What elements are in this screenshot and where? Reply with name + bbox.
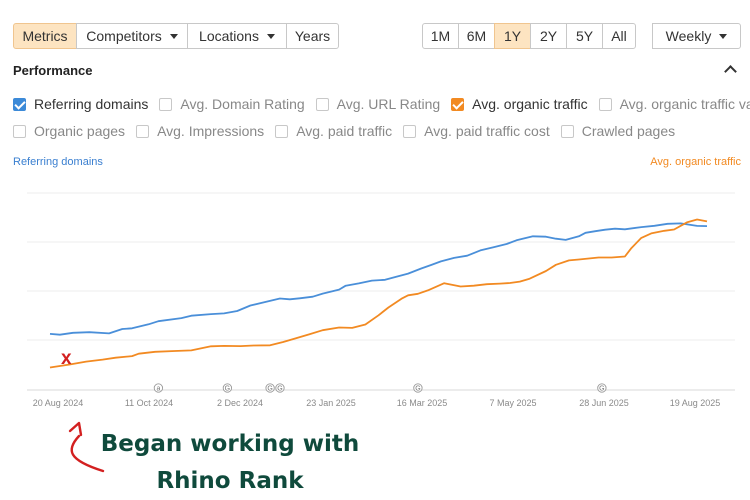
left-axis-label: Referring domains bbox=[13, 156, 103, 168]
series-layer bbox=[49, 218, 708, 369]
annotation-arrow bbox=[70, 434, 105, 473]
tab-competitors[interactable]: Competitors bbox=[76, 23, 188, 49]
event-marker-label: G bbox=[225, 386, 230, 393]
checkbox-crawled-pages[interactable]: Crawled pages bbox=[560, 123, 675, 139]
series-line-avg-organic-traffic bbox=[49, 218, 708, 369]
tab-locations[interactable]: Locations bbox=[187, 23, 287, 49]
range-1y-button[interactable]: 1Y bbox=[494, 23, 531, 49]
tab-years[interactable]: Years bbox=[286, 23, 339, 49]
checkbox-avg-url-rating[interactable]: Avg. URL Rating bbox=[315, 96, 440, 112]
event-marker-label: G bbox=[415, 386, 420, 393]
gridlines bbox=[27, 192, 735, 391]
x-axis-ticks: 20 Aug 2024 11 Oct 2024 2 Dec 2024 23 Jan 2… bbox=[33, 398, 721, 408]
checkbox-box bbox=[315, 97, 329, 111]
checkbox-box bbox=[451, 97, 465, 111]
annotation-arrowhead bbox=[68, 421, 83, 437]
annotation-caption-line1: Began working with bbox=[100, 431, 360, 457]
event-marker-label: G bbox=[267, 386, 272, 393]
event-marker-label: G bbox=[599, 386, 604, 393]
checkbox-box bbox=[136, 124, 150, 138]
metric-checkbox-row-2: Organic pages Avg. Impressions Avg. paid… bbox=[13, 123, 686, 139]
checkbox-organic-pages[interactable]: Organic pages bbox=[13, 123, 125, 139]
checkbox-box bbox=[598, 97, 612, 111]
tab-metrics[interactable]: Metrics bbox=[13, 23, 77, 49]
section-title: Performance bbox=[13, 63, 93, 78]
x-tick-label: 19 Aug 2025 bbox=[670, 398, 721, 408]
x-tick-label: 11 Oct 2024 bbox=[125, 398, 173, 408]
checkbox-box bbox=[275, 124, 289, 138]
checkbox-avg-impressions[interactable]: Avg. Impressions bbox=[136, 123, 264, 139]
checkbox-avg-organic-traffic[interactable]: Avg. organic traffic bbox=[451, 96, 588, 112]
chevron-down-icon bbox=[266, 33, 275, 39]
checkbox-avg-domain-rating[interactable]: Avg. Domain Rating bbox=[159, 96, 305, 112]
range-all-button[interactable]: All bbox=[602, 23, 636, 49]
range-6m-button[interactable]: 6M bbox=[458, 23, 495, 49]
event-marker bbox=[153, 383, 164, 393]
checkbox-box bbox=[403, 124, 417, 138]
range-2y-button[interactable]: 2Y bbox=[530, 23, 567, 49]
checkbox-box bbox=[13, 124, 26, 138]
event-marker bbox=[265, 383, 275, 393]
series-line-referring-domains bbox=[49, 222, 708, 336]
right-axis-label: Avg. organic traffic bbox=[650, 156, 741, 168]
checkbox-referring-domains[interactable]: Referring domains bbox=[13, 96, 148, 112]
range-1m-button[interactable]: 1M bbox=[422, 23, 459, 49]
checkbox-box bbox=[560, 124, 574, 138]
checkbox-avg-paid-traffic[interactable]: Avg. paid traffic bbox=[275, 123, 392, 139]
x-tick-label: 7 May 2025 bbox=[489, 398, 536, 408]
event-marker bbox=[275, 383, 285, 393]
date-range-group: 1M 6M 1Y 2Y 5Y All bbox=[422, 23, 636, 49]
chart-toolbar: Metrics Competitors Locations Years 1M 6… bbox=[13, 23, 742, 49]
checkbox-avg-organic-traffic-value[interactable]: Avg. organic traffic value bbox=[598, 96, 750, 112]
event-marker bbox=[413, 383, 423, 393]
event-marker bbox=[222, 383, 233, 393]
event-marker-label: G bbox=[277, 386, 282, 393]
metrics-tab-group: Metrics Competitors Locations Years bbox=[13, 23, 339, 49]
x-tick-label: 23 Jan 2025 bbox=[306, 398, 356, 408]
x-tick-label: 16 Mar 2025 bbox=[397, 398, 448, 408]
chevron-down-icon bbox=[169, 33, 178, 39]
chevron-down-icon bbox=[719, 33, 728, 39]
metric-checkbox-row-1: Referring domains Avg. Domain Rating Avg… bbox=[13, 96, 750, 112]
x-tick-label: 2 Dec 2024 bbox=[217, 398, 263, 408]
interval-dropdown[interactable]: Weekly bbox=[652, 23, 741, 49]
event-marker-label: a bbox=[156, 386, 160, 393]
x-tick-label: 28 Jun 2025 bbox=[579, 398, 629, 408]
annotation-caption-line2: Rhino Rank bbox=[156, 468, 304, 494]
checkbox-avg-paid-traffic-cost[interactable]: Avg. paid traffic cost bbox=[403, 123, 550, 139]
x-tick-label: 20 Aug 2024 bbox=[33, 398, 84, 408]
checkbox-box bbox=[159, 97, 173, 111]
start-marker: x bbox=[61, 348, 72, 369]
checkbox-box bbox=[13, 97, 26, 111]
event-marker bbox=[597, 383, 607, 393]
